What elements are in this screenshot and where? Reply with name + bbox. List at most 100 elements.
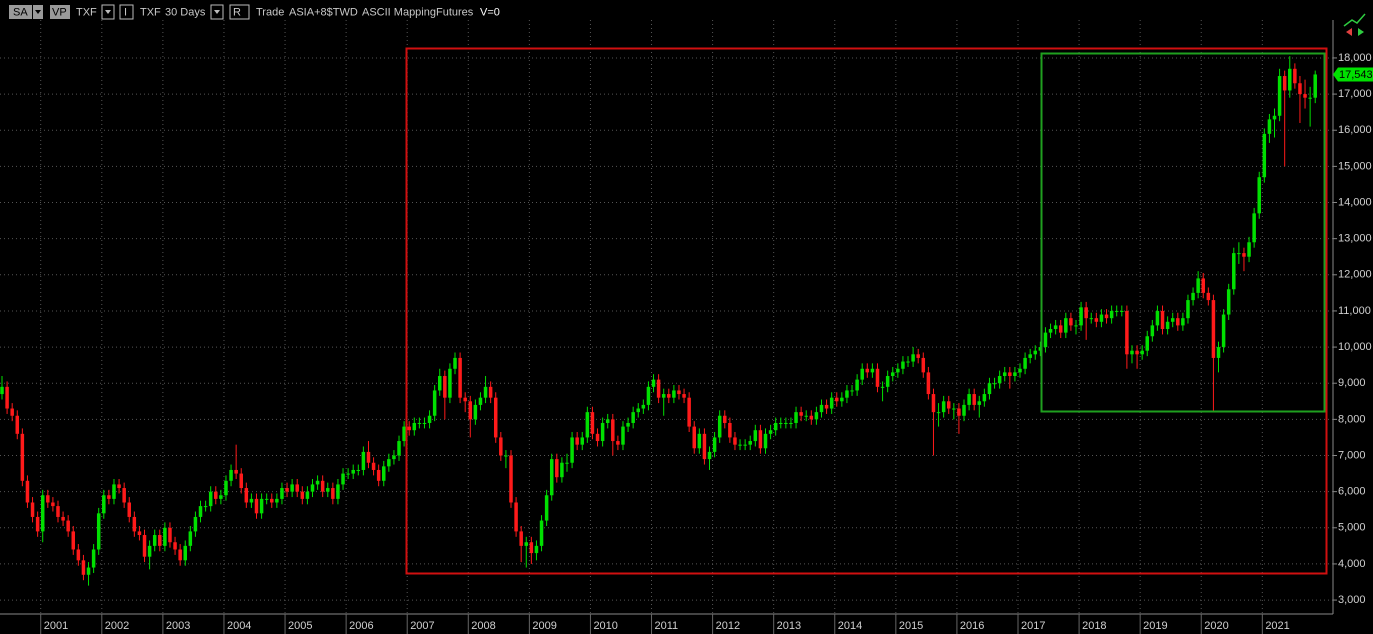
candle-body xyxy=(626,422,630,427)
x-tick-label: 2010 xyxy=(593,620,617,632)
candle-body xyxy=(687,397,691,427)
candle-body xyxy=(127,502,131,517)
candle-body xyxy=(565,462,569,464)
candle-body xyxy=(158,535,162,546)
candle-body xyxy=(137,531,142,536)
candle-body xyxy=(1267,119,1272,134)
candle-body xyxy=(392,455,396,460)
x-tick-label: 2020 xyxy=(1204,620,1228,632)
candle-body xyxy=(1053,325,1058,330)
r-box[interactable] xyxy=(229,4,250,20)
candle-body xyxy=(203,506,208,508)
candle-body xyxy=(1028,354,1032,358)
candle-body xyxy=(875,368,880,387)
candle-body xyxy=(432,390,437,416)
candle-body xyxy=(987,383,992,395)
candle-body xyxy=(855,379,859,391)
candle-body xyxy=(1013,372,1017,376)
symbol-label: TXF xyxy=(76,6,97,18)
candle-body xyxy=(1298,83,1302,95)
candle-body xyxy=(1099,314,1104,322)
candle-body xyxy=(493,397,498,438)
dropdown[interactable] xyxy=(101,4,115,20)
candle-body xyxy=(1247,242,1251,257)
x-tick-label: 2011 xyxy=(655,620,679,632)
candle-body xyxy=(967,394,971,405)
y-tick-label: 4,000 xyxy=(1338,558,1366,570)
candle-body xyxy=(1170,318,1175,322)
y-tick-label: 3,000 xyxy=(1338,594,1366,606)
candle-body xyxy=(1293,68,1297,84)
candle-body xyxy=(1277,76,1282,116)
candle-body xyxy=(66,520,70,532)
candle-body xyxy=(1048,329,1053,333)
candle-body xyxy=(616,441,620,445)
candle-body xyxy=(214,491,218,499)
candle-body xyxy=(992,383,997,385)
candle-body xyxy=(916,354,920,358)
candle-body xyxy=(1308,97,1312,99)
candle-body xyxy=(86,567,91,575)
candle-body xyxy=(397,441,401,456)
candle-body xyxy=(804,415,808,417)
candle-body xyxy=(768,430,773,434)
drawn-rectangle[interactable] xyxy=(405,47,1328,575)
candle-body xyxy=(957,408,961,416)
candle-body xyxy=(142,535,147,557)
last-value-label: 17,543 xyxy=(1339,69,1373,81)
r-box-text[interactable]: R xyxy=(233,6,241,18)
candle-body xyxy=(51,502,55,507)
candle-body xyxy=(1145,336,1149,351)
candle-body xyxy=(860,368,864,380)
candle-body xyxy=(234,469,238,474)
x-tick-label: 2005 xyxy=(288,620,312,632)
x-tick-label: 2017 xyxy=(1021,620,1045,632)
x-tick-label: 2012 xyxy=(716,620,740,632)
candle-body xyxy=(534,545,539,554)
candle-body xyxy=(371,462,376,470)
candle-body xyxy=(305,491,310,499)
dropdown[interactable] xyxy=(210,4,224,20)
icon-arrow xyxy=(1346,28,1352,36)
candle-body xyxy=(407,426,411,431)
symbol-box[interactable] xyxy=(9,5,32,19)
candle-body xyxy=(926,372,931,395)
candle-body xyxy=(1155,310,1160,326)
y-tick-label: 9,000 xyxy=(1338,377,1366,389)
candle-body xyxy=(946,401,951,409)
x-tick-label: 2009 xyxy=(532,620,556,632)
vp-box-text[interactable]: VP xyxy=(52,6,67,18)
candle-body xyxy=(753,430,758,442)
candle-body xyxy=(621,426,625,445)
candle-body xyxy=(76,549,81,561)
candle-body xyxy=(824,404,829,409)
x-tick-label: 2013 xyxy=(777,620,801,632)
candle-body xyxy=(952,408,956,410)
drawn-rectangle[interactable] xyxy=(1040,52,1326,413)
corner-icon[interactable] xyxy=(1343,13,1366,36)
candle-body xyxy=(605,419,610,423)
symbol-box-text[interactable]: SA xyxy=(13,6,28,18)
candle-body xyxy=(1196,278,1200,293)
i-box-text[interactable]: I xyxy=(124,6,127,18)
candle-body xyxy=(1079,307,1083,326)
candle-body xyxy=(173,542,177,550)
candles xyxy=(0,56,1317,586)
vp-box[interactable] xyxy=(50,5,70,19)
candle-body xyxy=(0,386,4,395)
candle-body xyxy=(56,506,60,517)
period-label: 30 Days xyxy=(165,6,206,18)
candle-body xyxy=(672,390,676,398)
x-tick-label: 2016 xyxy=(960,620,984,632)
candle-body xyxy=(560,462,564,478)
candle-body xyxy=(773,422,778,431)
candle-body xyxy=(224,480,228,496)
candle-body xyxy=(931,394,936,413)
candle-body xyxy=(422,422,427,424)
candle-body xyxy=(132,516,137,532)
candle-body xyxy=(1094,318,1099,322)
candle-body xyxy=(1125,310,1129,355)
candle-body xyxy=(1160,310,1165,330)
i-box[interactable] xyxy=(119,4,134,20)
candle-body xyxy=(590,412,595,434)
